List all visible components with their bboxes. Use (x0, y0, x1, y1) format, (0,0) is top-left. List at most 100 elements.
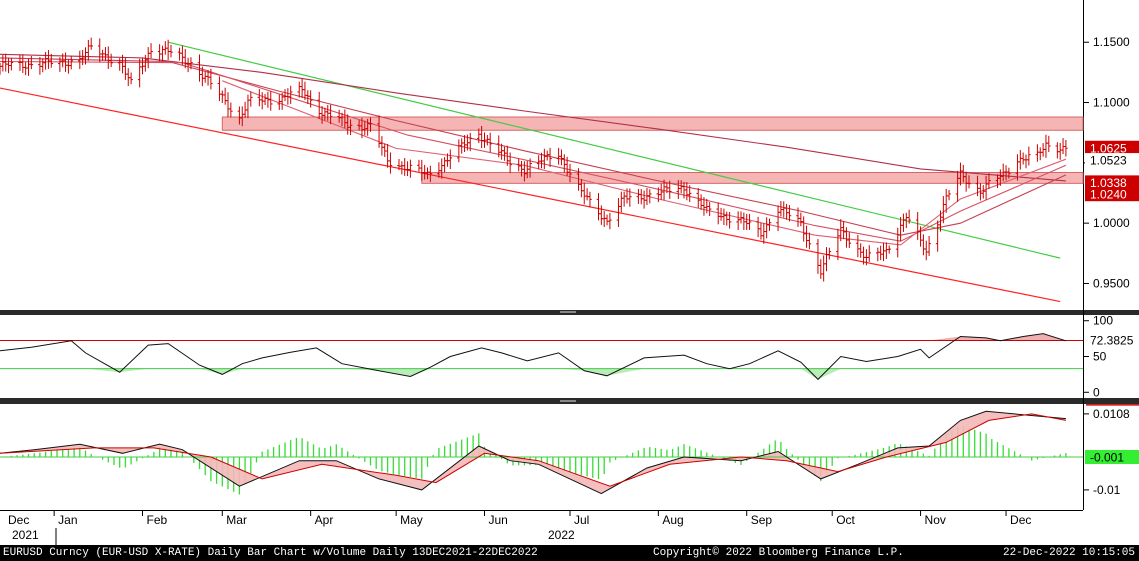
month-label-9: Sep (751, 513, 773, 527)
price-bar (502, 146, 507, 161)
price-bar (642, 190, 646, 209)
price-tag-box-2 (1085, 175, 1139, 190)
month-label-0: Dec (8, 513, 29, 527)
price-bar (619, 191, 624, 213)
price-bar (1058, 142, 1062, 160)
price-bar (220, 90, 225, 103)
price-bar (123, 58, 128, 80)
price-bar (667, 180, 672, 199)
price-bar (1035, 144, 1040, 162)
price-bar (417, 159, 421, 172)
price-tick-label-3: 1.0000 (1093, 216, 1130, 230)
price-bar (816, 238, 820, 274)
price-bar (727, 212, 732, 229)
price-bar (385, 143, 390, 168)
price-bar (585, 188, 589, 201)
price-bar (724, 211, 729, 226)
price-bar (858, 243, 863, 258)
divider-grip-1 (560, 311, 576, 313)
macd-tag-box (1085, 450, 1139, 464)
price-bar (542, 148, 547, 169)
price-tick-label-1: 1.1000 (1093, 96, 1130, 110)
price-bar (744, 213, 749, 231)
price-bar (562, 154, 567, 173)
price-bar (876, 247, 880, 262)
price-bar (306, 90, 310, 104)
copyright-text: Copyright© 2022 Bloomberg Finance L.P. (653, 547, 904, 559)
price-tag-0: 1.0625 (1090, 141, 1127, 155)
price-bar (263, 93, 267, 106)
price-bar (9, 57, 14, 71)
price-bar (297, 81, 302, 98)
price-bar (257, 89, 262, 107)
price-bar (907, 209, 911, 224)
price-bar (807, 232, 812, 250)
price-bar (485, 134, 490, 146)
price-bar (368, 117, 373, 132)
chart-description: EURUSD Curncy (EUR-USD X-RATE) Daily Bar… (3, 547, 538, 559)
price-bar (898, 216, 903, 242)
price-bar (177, 47, 182, 61)
price-bar (824, 247, 829, 272)
price-bar (801, 216, 806, 242)
price-bar (901, 213, 906, 232)
divider-grip-2 (560, 400, 576, 402)
price-bar (596, 193, 601, 221)
price-bar (685, 182, 689, 201)
price-bar (1018, 150, 1023, 170)
price-bar (1064, 139, 1068, 157)
price-bar (784, 203, 789, 220)
price-bar (457, 139, 461, 163)
price-bar (1055, 142, 1060, 159)
price-bar (129, 72, 133, 85)
price-bar (382, 143, 387, 158)
macd-line (0, 410, 1066, 495)
price-bar (528, 158, 532, 178)
price-bar (878, 245, 883, 261)
month-label-4: Apr (315, 513, 334, 527)
price-bar (408, 159, 413, 178)
month-label-8: Aug (662, 513, 683, 527)
price-bar (300, 78, 304, 99)
price-bar (66, 59, 71, 74)
year-label-1: 2022 (548, 528, 575, 542)
oscillator-line (0, 333, 1067, 381)
moving-average-3 (0, 60, 1067, 242)
price-bar (687, 185, 692, 202)
price-bar (400, 161, 404, 175)
price-bar (764, 217, 769, 239)
price-bar (21, 54, 25, 73)
price-bar (787, 205, 792, 222)
price-bar (1024, 154, 1028, 169)
price-bar (459, 138, 464, 154)
price-bar (49, 53, 54, 68)
price-bar (648, 189, 652, 204)
price-bar (987, 173, 991, 190)
price-bar (488, 132, 492, 153)
price-bar (602, 211, 606, 228)
price-bar (100, 49, 105, 61)
price-tag-1: 1.0523 (1090, 154, 1127, 168)
price-bar (628, 188, 632, 207)
resistance-band-1 (221, 116, 1084, 131)
price-bar (69, 55, 74, 70)
price-bar (229, 102, 233, 118)
price-bar (1007, 167, 1011, 179)
price-bar (847, 232, 852, 248)
price-bar (767, 218, 772, 231)
oscillator-value-tag: 72.3825 (1090, 333, 1134, 347)
moving-average-2 (0, 57, 1067, 236)
price-bar (3, 53, 8, 72)
price-bar (1044, 134, 1048, 158)
footer-bar: EURUSD Curncy (EUR-USD X-RATE) Daily Bar… (0, 545, 1139, 561)
price-bar (328, 104, 333, 125)
overbought-fill (0, 333, 1066, 341)
price-bar (160, 45, 165, 62)
price-bar (599, 205, 604, 225)
price-bar (189, 57, 193, 70)
price-bar (1027, 146, 1031, 166)
price-tag-box-1 (1085, 153, 1139, 168)
price-bar (157, 44, 162, 62)
month-label-5: May (400, 513, 423, 527)
price-bar (887, 245, 891, 254)
